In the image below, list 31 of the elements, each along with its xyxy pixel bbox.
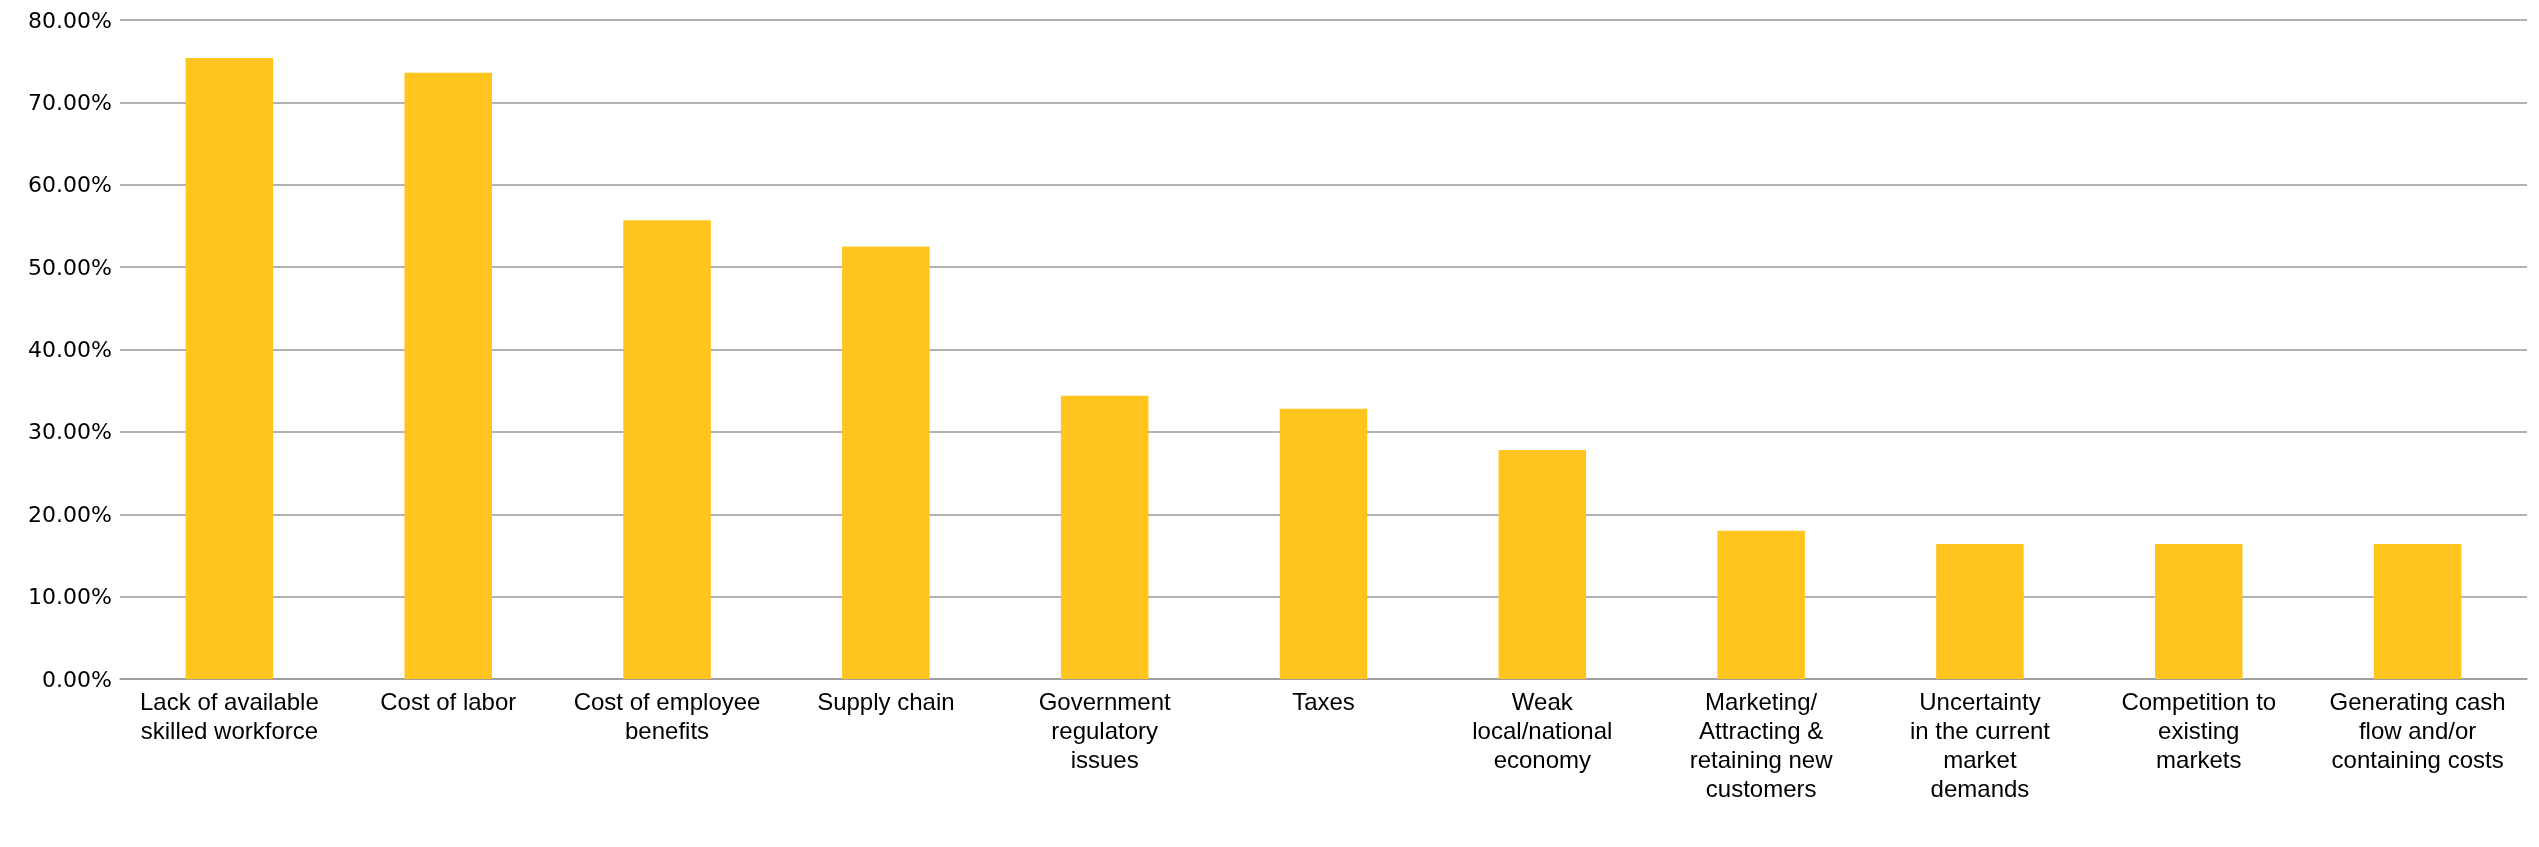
y-tick-label: 70.00% (28, 89, 112, 115)
bar (404, 72, 492, 679)
bar (1498, 450, 1587, 679)
x-tick-label: Cost of employee benefits (573, 688, 761, 744)
x-tick-label: Competition to existing markets (2121, 688, 2277, 773)
x-tick-label: Cost of labor (380, 688, 517, 715)
y-tick-label: 50.00% (28, 254, 112, 280)
y-tick-label: 20.00% (28, 501, 112, 527)
bar (623, 220, 711, 679)
y-tick-label: 0.00% (42, 666, 112, 692)
bar (185, 57, 274, 679)
x-tick-label: Uncertainty in the current market demands (1909, 688, 2051, 802)
y-tick-label: 40.00% (28, 337, 112, 362)
x-tick-label: Marketing/ Attracting & retaining new customers (1689, 688, 1834, 802)
x-tick-label: Lack of available skilled workforce (140, 688, 319, 744)
bar (1717, 530, 1805, 679)
y-tick-label: 30.00% (28, 419, 112, 445)
bar (2373, 543, 2462, 679)
bar (1279, 408, 1368, 679)
bar (2155, 543, 2243, 679)
y-tick-label: 60.00% (28, 172, 112, 198)
x-tick-label: Government regulatory issues (1038, 688, 1172, 773)
x-tick-label: Generating cash flow and/or containing costs (2329, 688, 2506, 773)
x-tick-label: Taxes (1292, 688, 1355, 715)
x-tick-label: Weak local/national economy (1472, 688, 1613, 773)
bar (1936, 543, 2024, 679)
bar (842, 246, 930, 679)
x-tick-label: Supply chain (817, 688, 955, 715)
y-tick-label: 10.00% (28, 584, 112, 610)
bar (1060, 395, 1149, 679)
y-tick-label: 80.00% (28, 7, 112, 33)
